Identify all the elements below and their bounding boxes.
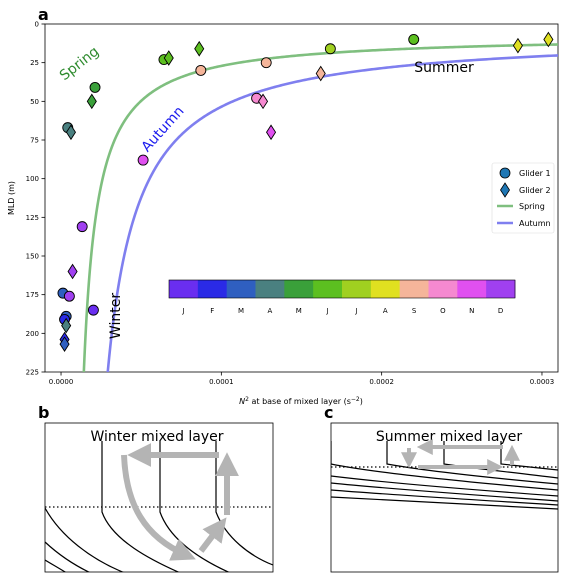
colorbar-month-label: M [238, 307, 244, 315]
colorbar-month-label: J [354, 307, 357, 315]
glider2-point [266, 124, 277, 141]
colorbar-swatch [284, 280, 314, 298]
winter-arrow-diagonal [198, 517, 227, 553]
colorbar-swatch [399, 280, 429, 298]
summer-circulation-arrows [401, 439, 520, 475]
panel-c-title: Summer mixed layer [376, 429, 523, 445]
glider2-point [315, 65, 326, 82]
glider1-point [87, 304, 99, 316]
panel-b-title: Winter mixed layer [90, 429, 223, 445]
colorbar-swatch [428, 280, 458, 298]
glider1-point [76, 221, 88, 233]
winter-circulation-arrows [121, 443, 239, 561]
legend-spring-label: Spring [519, 202, 545, 211]
model-curves [82, 43, 558, 372]
panel-b-letter: b [38, 403, 49, 422]
colorbar-swatch [226, 280, 256, 298]
y-tick-label: 175 [26, 291, 39, 299]
colorbar-month-label: M [296, 307, 302, 315]
y-tick-label: 75 [30, 137, 39, 145]
y-tick-label: 225 [26, 369, 39, 377]
y-tick-label: 100 [26, 175, 39, 183]
glider1-point [408, 34, 420, 45]
colorbar-swatch [313, 280, 343, 298]
glider2-point [59, 336, 70, 352]
panel-a-letter: a [38, 5, 49, 24]
colorbar-month-label: S [412, 307, 417, 315]
y-tick-label: 50 [30, 98, 39, 106]
glider1-point [137, 154, 149, 166]
x-tick-label: 0.0003 [530, 378, 555, 386]
glider2-point [86, 93, 97, 110]
glider2-point [512, 37, 523, 54]
colorbar-month-label: J [326, 307, 329, 315]
y-tick-label: 25 [30, 59, 39, 67]
glider1-point [63, 290, 75, 302]
glider2-point [163, 50, 174, 66]
panel-b-frame [44, 422, 274, 573]
colorbar-month-label: A [268, 307, 273, 315]
legend-box [491, 162, 555, 234]
x-axis: 0.0000 0.0001 0.0002 0.0003 [49, 372, 554, 386]
winter-arrow-down [121, 454, 196, 561]
colorbar-month-label: F [210, 307, 214, 315]
x-tick-label: 0.0000 [49, 378, 74, 386]
autumn-curve [106, 54, 558, 372]
legend-glider1-label: Glider 1 [519, 169, 551, 178]
y-axis: 0 25 50 75 100 125 150 175 200 225 [26, 21, 45, 377]
y-axis-label: MLD (m) [7, 181, 16, 215]
panel-c-letter: c [324, 403, 333, 422]
glider1-point [89, 81, 101, 93]
glider1-point [324, 43, 336, 55]
colorbar-swatch [370, 280, 401, 298]
colorbar-swatch [486, 280, 516, 298]
summer-annotation: Summer [414, 60, 474, 76]
colorbar-month-label: N [469, 307, 474, 315]
colorbar-swatch [342, 280, 372, 298]
colorbar-swatch [255, 280, 285, 298]
x-axis-label: N2 at base of mixed layer (s−2) [239, 396, 363, 406]
glider2-point [194, 40, 205, 57]
glider1-point [260, 57, 272, 69]
glider1-point [195, 64, 207, 76]
colorbar-month-label: A [383, 307, 388, 315]
panel-a-plot: 0.0000 0.0001 0.0002 0.0003 0 25 50 75 100 125 15… [7, 21, 559, 406]
colorbar-month-label: J [181, 307, 184, 315]
glider2-point [65, 124, 77, 141]
glider2-point [61, 317, 72, 334]
legend-autumn-label: Autumn [519, 219, 551, 228]
y-tick-label: 0 [35, 21, 39, 29]
glider2-point [543, 31, 554, 48]
x-tick-label: 0.0001 [209, 378, 234, 386]
panel-b-schematic: Winter mixed layer [44, 422, 274, 573]
x-tick-label: 0.0002 [369, 378, 394, 386]
legend-glider2-marker [500, 182, 510, 198]
y-tick-label: 125 [26, 214, 39, 222]
colorbar-frame [168, 279, 516, 299]
colorbar-swatch [169, 280, 199, 298]
glider2-point [67, 263, 78, 280]
glider2-point [257, 93, 269, 110]
legend-glider2-label: Glider 2 [519, 186, 551, 195]
spring-curve [82, 43, 558, 372]
colorbar-swatch [457, 280, 487, 298]
panel-c-schematic: Summer mixed layer [330, 422, 559, 573]
plot-area [44, 23, 559, 373]
winter-annotation: Winter [108, 293, 124, 339]
y-tick-label: 150 [26, 253, 39, 261]
legend: Glider 1 Glider 2 Spring Autumn [491, 162, 555, 234]
legend-glider1-marker [499, 167, 511, 179]
data-points [57, 31, 554, 352]
colorbar-month-label: O [440, 307, 446, 315]
colorbar-month-label: D [498, 307, 503, 315]
y-tick-label: 200 [26, 330, 39, 338]
colorbar-swatch [197, 280, 228, 298]
